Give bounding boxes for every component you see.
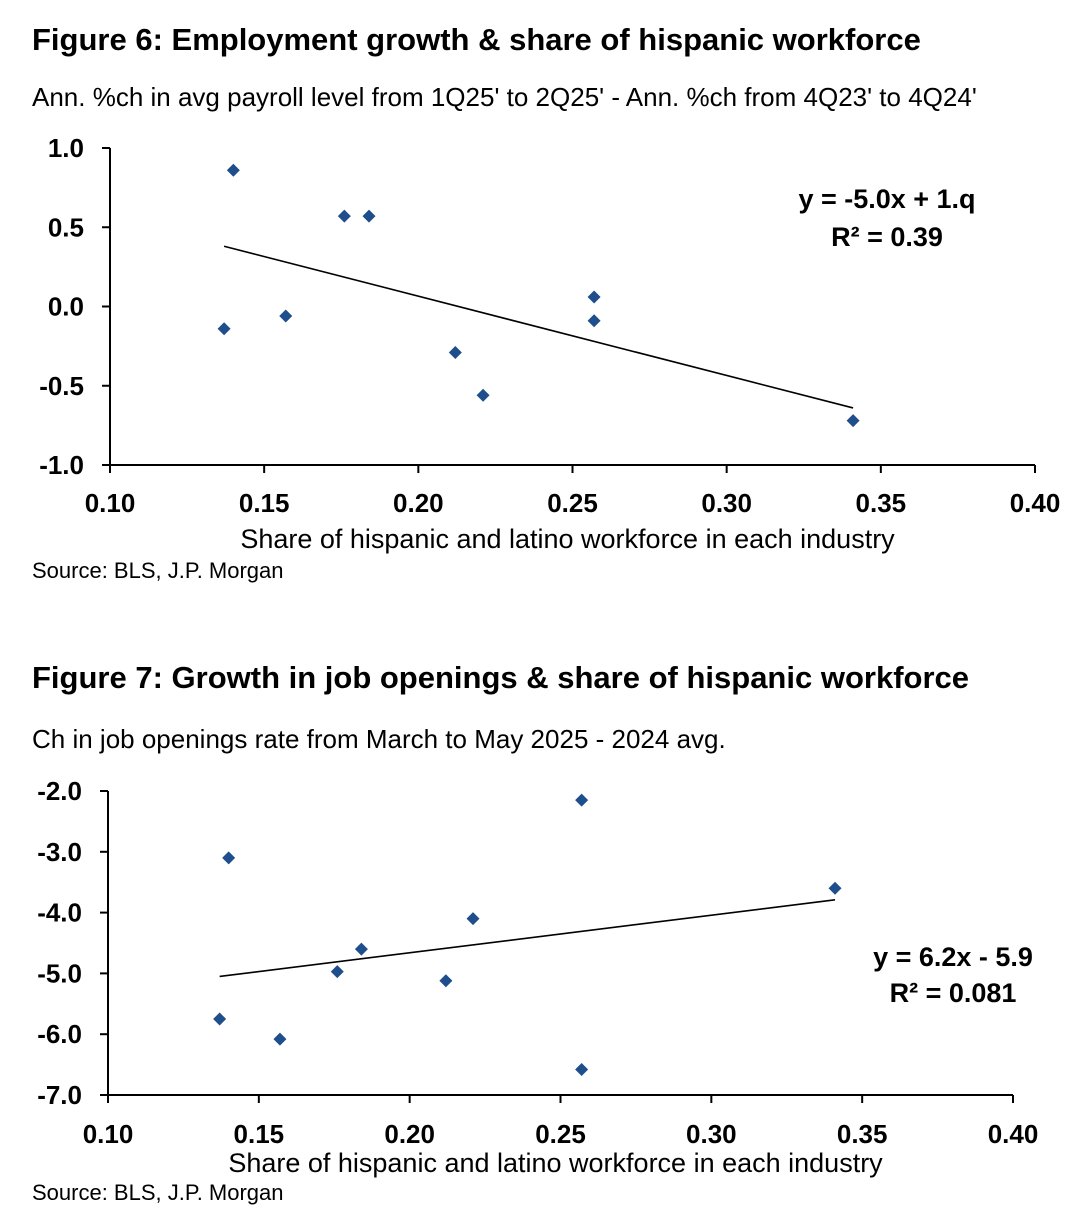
- figure-6: Figure 6: Employment growth & share of h…: [0, 0, 1080, 600]
- scatter-plot-figure-7: -2.0 -3.0 -4.0 -5.0 -6.0 -7.00.10 0.15 0.20 0.25…: [37, 776, 1039, 1178]
- data-point: [575, 1062, 589, 1076]
- data-point: [217, 322, 231, 336]
- data-point: [587, 290, 601, 304]
- y-tick-label: 1.0: [48, 133, 84, 163]
- chart-subtitle: Ann. %ch in avg payroll level from 1Q25'…: [32, 82, 977, 112]
- data-point: [439, 974, 453, 988]
- data-point: [279, 309, 293, 323]
- r-squared-label: R² = 0.39: [831, 222, 943, 252]
- r-squared-label: R² = 0.081: [890, 978, 1017, 1008]
- x-tick-label: 0.40: [988, 1119, 1039, 1149]
- x-tick-label: 0.15: [239, 488, 290, 518]
- x-tick-label: 0.15: [234, 1119, 285, 1149]
- data-point: [575, 793, 589, 807]
- trendline-equation: y = -5.0x + 1.q: [798, 184, 975, 214]
- trendline: [223, 245, 854, 409]
- y-tick-label: -2.0: [37, 776, 82, 806]
- data-point: [466, 912, 480, 926]
- figure-7: Figure 7: Growth in job openings & share…: [0, 640, 1080, 1219]
- x-tick-label: 0.20: [384, 1119, 435, 1149]
- x-tick-label: 0.30: [701, 488, 752, 518]
- data-point: [846, 414, 860, 428]
- data-point: [476, 388, 490, 402]
- x-tick-label: 0.30: [686, 1119, 737, 1149]
- data-point: [354, 942, 368, 956]
- data-point: [448, 345, 462, 359]
- y-tick-label: -4.0: [37, 898, 82, 928]
- chart-subtitle: Ch in job openings rate from March to Ma…: [32, 724, 726, 754]
- x-axis-label: Share of hispanic and latino workforce i…: [228, 1148, 883, 1178]
- x-tick-label: 0.10: [83, 1119, 134, 1149]
- y-tick-label: -3.0: [37, 837, 82, 867]
- y-tick-label: -1.0: [39, 450, 84, 480]
- chart-title: Figure 7: Growth in job openings & share…: [32, 660, 969, 695]
- data-point: [273, 1032, 287, 1046]
- x-tick-label: 0.35: [856, 488, 907, 518]
- trendline: [219, 899, 836, 978]
- x-axis-label: Share of hispanic and latino workforce i…: [240, 524, 895, 554]
- data-point: [222, 851, 236, 865]
- x-tick-label: 0.40: [1010, 488, 1061, 518]
- data-point: [226, 163, 240, 177]
- y-tick-label: -7.0: [37, 1080, 82, 1110]
- scatter-plot-figure-6: 1.0 0.5 0.0 -0.5 -1.00.10 0.15 0.20 0.25 0.30 0.3…: [39, 133, 1061, 554]
- x-tick-label: 0.25: [547, 488, 598, 518]
- data-point: [828, 881, 842, 895]
- data-point: [337, 209, 351, 223]
- y-tick-label: -0.5: [39, 371, 84, 401]
- y-tick-label: 0.0: [48, 292, 84, 322]
- chart-source: Source: BLS, J.P. Morgan: [32, 558, 284, 583]
- x-tick-label: 0.35: [837, 1119, 888, 1149]
- data-point: [330, 965, 344, 979]
- trendline-equation: y = 6.2x - 5.9: [873, 942, 1033, 972]
- y-tick-label: 0.5: [48, 212, 84, 242]
- data-point: [213, 1012, 227, 1026]
- chart-title: Figure 6: Employment growth & share of h…: [32, 22, 921, 57]
- x-tick-label: 0.10: [85, 488, 136, 518]
- y-tick-label: -5.0: [37, 958, 82, 988]
- x-tick-label: 0.25: [535, 1119, 586, 1149]
- chart-source: Source: BLS, J.P. Morgan: [32, 1180, 284, 1205]
- x-tick-label: 0.20: [393, 488, 444, 518]
- y-tick-label: -6.0: [37, 1019, 82, 1049]
- data-point: [587, 314, 601, 328]
- data-point: [362, 209, 376, 223]
